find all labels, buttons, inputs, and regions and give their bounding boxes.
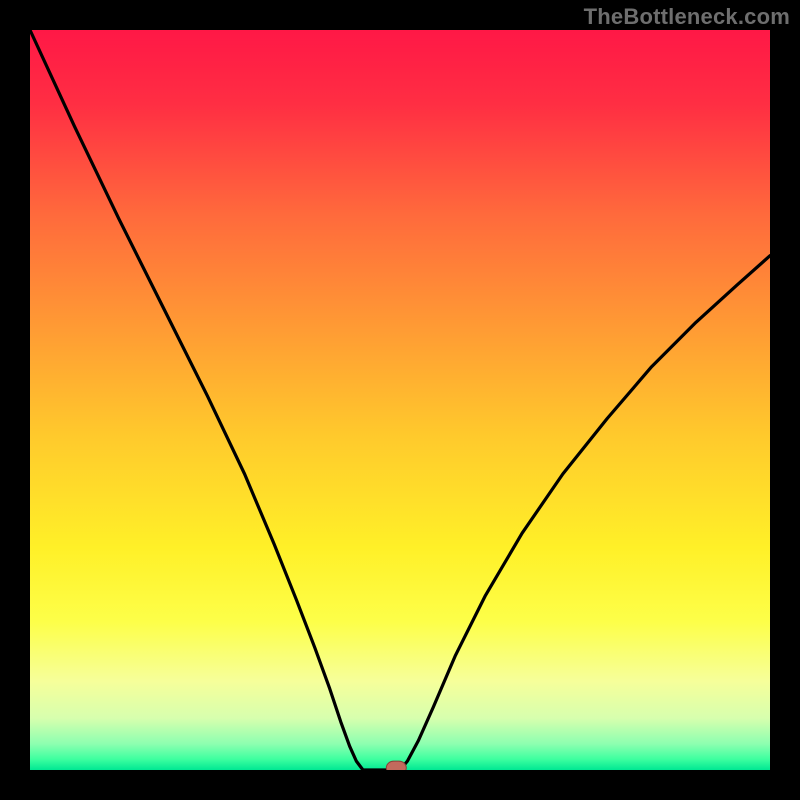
plot-background-gradient [30,30,770,770]
bottleneck-curve-chart [0,0,800,800]
chart-container: TheBottleneck.com [0,0,800,800]
watermark-text: TheBottleneck.com [584,4,790,30]
